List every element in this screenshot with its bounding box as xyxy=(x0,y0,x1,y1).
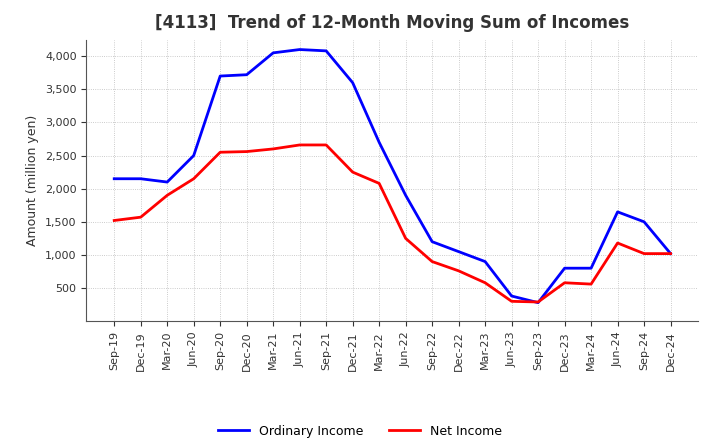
Ordinary Income xyxy=(163,180,171,185)
Net Income xyxy=(613,240,622,246)
Ordinary Income xyxy=(481,259,490,264)
Net Income xyxy=(428,259,436,264)
Ordinary Income xyxy=(587,266,595,271)
Net Income xyxy=(587,282,595,287)
Ordinary Income xyxy=(348,80,357,85)
Ordinary Income xyxy=(136,176,145,181)
Ordinary Income xyxy=(560,266,569,271)
Ordinary Income xyxy=(243,72,251,77)
Title: [4113]  Trend of 12-Month Moving Sum of Incomes: [4113] Trend of 12-Month Moving Sum of I… xyxy=(156,15,629,33)
Net Income xyxy=(295,142,304,147)
Net Income xyxy=(401,236,410,241)
Y-axis label: Amount (million yen): Amount (million yen) xyxy=(27,115,40,246)
Line: Ordinary Income: Ordinary Income xyxy=(114,50,670,303)
Ordinary Income xyxy=(216,73,225,79)
Net Income xyxy=(348,169,357,175)
Net Income xyxy=(243,149,251,154)
Net Income xyxy=(454,268,463,274)
Ordinary Income xyxy=(640,219,649,224)
Net Income xyxy=(481,280,490,286)
Ordinary Income xyxy=(454,249,463,254)
Ordinary Income xyxy=(295,47,304,52)
Ordinary Income xyxy=(401,193,410,198)
Ordinary Income xyxy=(189,153,198,158)
Ordinary Income xyxy=(666,251,675,256)
Ordinary Income xyxy=(322,48,330,54)
Net Income xyxy=(666,251,675,256)
Ordinary Income xyxy=(534,300,542,305)
Net Income xyxy=(163,193,171,198)
Net Income xyxy=(322,142,330,147)
Net Income xyxy=(534,299,542,304)
Net Income xyxy=(136,215,145,220)
Line: Net Income: Net Income xyxy=(114,145,670,302)
Net Income xyxy=(560,280,569,286)
Net Income xyxy=(508,299,516,304)
Ordinary Income xyxy=(508,293,516,299)
Ordinary Income xyxy=(613,209,622,215)
Net Income xyxy=(216,150,225,155)
Ordinary Income xyxy=(269,50,277,55)
Ordinary Income xyxy=(110,176,119,181)
Net Income xyxy=(375,181,384,186)
Ordinary Income xyxy=(375,139,384,145)
Net Income xyxy=(189,176,198,181)
Net Income xyxy=(269,146,277,151)
Ordinary Income xyxy=(428,239,436,244)
Net Income xyxy=(640,251,649,256)
Legend: Ordinary Income, Net Income: Ordinary Income, Net Income xyxy=(213,420,507,440)
Net Income xyxy=(110,218,119,223)
